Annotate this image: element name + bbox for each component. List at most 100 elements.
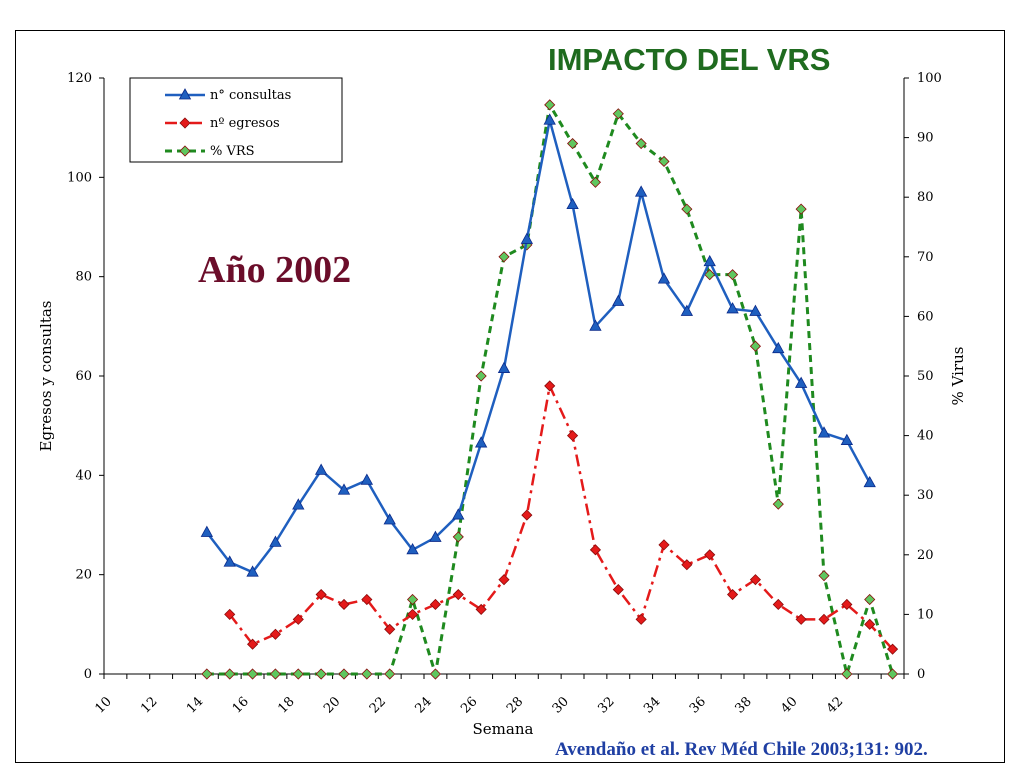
y2-tick-label: 20	[917, 548, 934, 563]
data-point	[841, 598, 853, 611]
data-point	[497, 361, 511, 373]
data-point	[292, 668, 304, 680]
data-point	[840, 433, 854, 445]
data-point	[589, 319, 602, 331]
data-point	[818, 570, 830, 582]
y2-tick-label: 80	[917, 190, 934, 205]
series-egresos	[224, 380, 899, 655]
data-point	[727, 588, 739, 601]
x-tick-label: 28	[504, 694, 526, 716]
data-point	[795, 203, 807, 215]
data-point	[407, 593, 419, 606]
data-point	[704, 269, 716, 281]
data-point	[726, 302, 739, 314]
data-point	[429, 530, 442, 542]
data-point	[841, 668, 853, 680]
data-point	[887, 668, 899, 680]
data-point	[749, 574, 761, 586]
data-point	[315, 668, 327, 680]
data-point	[567, 430, 579, 442]
data-point	[338, 668, 350, 680]
data-point	[749, 304, 762, 316]
x-tick-label: 20	[321, 694, 343, 716]
y-tick-label: 80	[75, 270, 92, 285]
x-tick-label: 30	[550, 694, 572, 716]
citation-text: Avendaño et al. Rev Méd Chile 2003;131: …	[555, 739, 928, 760]
x-tick-label: 10	[93, 694, 115, 716]
data-point	[795, 613, 807, 625]
data-point	[269, 628, 281, 640]
data-point	[498, 574, 510, 586]
data-point	[634, 185, 648, 197]
data-point	[475, 603, 487, 615]
data-point	[452, 531, 464, 543]
data-point	[474, 436, 488, 448]
data-point	[612, 584, 624, 596]
data-point	[521, 509, 533, 521]
legend-label: nº egresos	[210, 116, 280, 131]
data-point	[475, 370, 487, 382]
data-point	[543, 113, 556, 125]
data-point	[337, 483, 351, 495]
data-point	[201, 668, 213, 680]
x-tick-label: 38	[733, 694, 755, 716]
slide-frame	[15, 30, 1005, 763]
y2-axis-label: % Virus	[949, 347, 967, 406]
data-point	[681, 203, 693, 215]
data-point	[817, 426, 831, 438]
data-point	[658, 539, 670, 551]
data-point	[864, 618, 876, 630]
x-tick-label: 24	[413, 694, 435, 716]
data-point	[680, 304, 694, 316]
chart-series	[200, 99, 899, 680]
y2-tick-label: 10	[917, 607, 934, 622]
data-point	[772, 598, 784, 611]
slide-title: IMPACTO DEL VRS	[548, 42, 831, 77]
data-point	[361, 668, 373, 680]
x-tick-label: 22	[367, 694, 389, 716]
x-tick-label: 40	[778, 694, 800, 716]
legend-label: % VRS	[210, 144, 255, 159]
y-tick-label: 20	[75, 568, 92, 583]
data-point	[635, 137, 647, 150]
data-point	[452, 508, 465, 520]
chart-legend: n° consultas nº egresos % VRS	[129, 77, 343, 163]
data-point	[635, 613, 647, 625]
data-point	[247, 638, 259, 650]
x-tick-label: 34	[641, 694, 663, 716]
data-point	[703, 254, 716, 267]
y-tick-label: 0	[84, 667, 92, 682]
legend-marker	[179, 117, 191, 129]
data-point	[749, 340, 761, 352]
data-point	[429, 668, 441, 680]
x-tick-label: 26	[458, 694, 480, 716]
data-point	[269, 535, 282, 547]
data-point	[429, 598, 441, 611]
x-axis-label: Semana	[473, 720, 534, 738]
data-point	[794, 376, 808, 388]
x-tick-label: 18	[275, 694, 297, 716]
data-point	[863, 475, 876, 488]
x-tick-label: 36	[687, 694, 709, 716]
x-tick-label: 16	[230, 694, 252, 716]
data-point	[200, 525, 214, 537]
x-tick-label: 32	[595, 694, 617, 716]
data-point	[223, 555, 236, 567]
data-point	[406, 543, 419, 555]
x-tick-label: 12	[138, 694, 160, 716]
data-point	[292, 613, 304, 625]
data-point	[657, 272, 671, 284]
y-tick-label: 60	[75, 369, 92, 384]
series-line	[228, 384, 894, 651]
data-point	[407, 608, 419, 620]
y-tick-label: 100	[67, 170, 92, 185]
y2-tick-label: 90	[917, 131, 934, 146]
data-point	[360, 473, 374, 485]
data-point	[361, 593, 373, 606]
y2-tick-label: 70	[917, 250, 934, 265]
y-axis-label: Egresos y consultas	[37, 301, 55, 452]
series-line	[205, 118, 871, 574]
data-point	[292, 498, 305, 510]
data-point	[864, 593, 876, 606]
